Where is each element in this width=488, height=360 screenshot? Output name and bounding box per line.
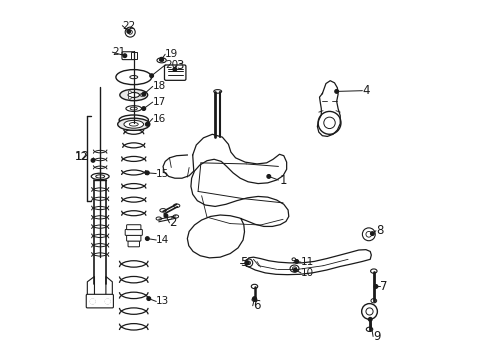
Circle shape — [145, 237, 149, 240]
Circle shape — [294, 260, 298, 263]
Circle shape — [245, 261, 248, 265]
Ellipse shape — [118, 118, 149, 130]
Text: 12: 12 — [75, 152, 88, 162]
Ellipse shape — [129, 122, 138, 126]
Circle shape — [160, 58, 163, 61]
Text: 1: 1 — [279, 174, 286, 186]
Circle shape — [164, 214, 167, 217]
Circle shape — [323, 117, 335, 129]
Text: 15: 15 — [156, 168, 169, 179]
FancyBboxPatch shape — [164, 65, 185, 80]
Circle shape — [373, 285, 377, 288]
Circle shape — [123, 54, 126, 58]
Circle shape — [128, 30, 132, 34]
FancyBboxPatch shape — [128, 241, 139, 247]
Text: 22: 22 — [122, 21, 135, 31]
Circle shape — [293, 268, 296, 272]
Circle shape — [125, 27, 135, 37]
Circle shape — [91, 158, 95, 162]
Circle shape — [367, 318, 371, 321]
Text: 11: 11 — [300, 257, 314, 267]
Circle shape — [90, 299, 95, 304]
FancyBboxPatch shape — [126, 225, 141, 230]
FancyBboxPatch shape — [126, 235, 141, 241]
Text: 10: 10 — [300, 268, 313, 278]
Circle shape — [128, 91, 131, 94]
Ellipse shape — [160, 208, 166, 212]
Ellipse shape — [159, 59, 163, 62]
Text: 6: 6 — [252, 299, 260, 312]
Circle shape — [105, 299, 110, 304]
Circle shape — [365, 231, 371, 237]
Circle shape — [140, 94, 143, 96]
Ellipse shape — [128, 93, 139, 98]
Circle shape — [370, 232, 373, 235]
Ellipse shape — [370, 269, 376, 273]
Ellipse shape — [130, 76, 138, 79]
Text: 16: 16 — [152, 113, 165, 123]
Ellipse shape — [130, 107, 137, 110]
Ellipse shape — [173, 204, 180, 207]
Polygon shape — [106, 276, 112, 296]
Circle shape — [317, 111, 340, 134]
Text: 19: 19 — [165, 49, 178, 59]
Text: 17: 17 — [152, 97, 165, 107]
Ellipse shape — [289, 265, 298, 272]
Ellipse shape — [370, 298, 376, 303]
Text: 18: 18 — [152, 81, 165, 91]
Circle shape — [128, 96, 131, 99]
Polygon shape — [87, 276, 94, 296]
Circle shape — [142, 107, 145, 111]
Circle shape — [266, 175, 270, 178]
Ellipse shape — [123, 120, 143, 128]
FancyBboxPatch shape — [86, 294, 113, 308]
Ellipse shape — [125, 106, 142, 111]
Circle shape — [334, 90, 338, 93]
Circle shape — [149, 74, 153, 77]
Circle shape — [173, 67, 176, 71]
Circle shape — [147, 297, 150, 300]
FancyBboxPatch shape — [122, 52, 135, 60]
FancyBboxPatch shape — [130, 53, 137, 59]
Circle shape — [361, 303, 377, 319]
Ellipse shape — [213, 90, 221, 93]
Ellipse shape — [244, 259, 252, 267]
Ellipse shape — [366, 327, 372, 332]
Ellipse shape — [119, 115, 148, 125]
Ellipse shape — [96, 175, 104, 178]
Circle shape — [145, 171, 149, 175]
Text: 20: 20 — [165, 60, 178, 70]
Ellipse shape — [246, 261, 250, 265]
Circle shape — [145, 122, 149, 126]
Circle shape — [105, 299, 110, 304]
Circle shape — [362, 228, 374, 241]
Ellipse shape — [292, 267, 296, 270]
Circle shape — [142, 93, 145, 96]
Circle shape — [127, 30, 130, 33]
Ellipse shape — [251, 284, 257, 289]
Text: 9: 9 — [372, 330, 380, 343]
Text: 2: 2 — [169, 216, 177, 229]
Circle shape — [365, 308, 372, 315]
Ellipse shape — [157, 58, 166, 63]
Text: 3: 3 — [176, 59, 183, 72]
Ellipse shape — [251, 298, 257, 301]
Ellipse shape — [91, 173, 109, 180]
Ellipse shape — [116, 69, 151, 85]
Ellipse shape — [120, 89, 147, 101]
Text: 4: 4 — [362, 84, 369, 97]
Text: 12: 12 — [75, 150, 90, 163]
Text: 7: 7 — [379, 280, 386, 293]
Text: 8: 8 — [375, 224, 383, 237]
Ellipse shape — [173, 215, 178, 218]
FancyBboxPatch shape — [125, 229, 142, 235]
Text: 13: 13 — [156, 296, 169, 306]
Ellipse shape — [156, 217, 161, 220]
Circle shape — [90, 299, 95, 304]
Circle shape — [252, 297, 256, 300]
Text: 21: 21 — [112, 47, 125, 57]
Ellipse shape — [291, 258, 295, 261]
Text: 14: 14 — [156, 235, 169, 245]
Text: 5: 5 — [240, 256, 247, 269]
